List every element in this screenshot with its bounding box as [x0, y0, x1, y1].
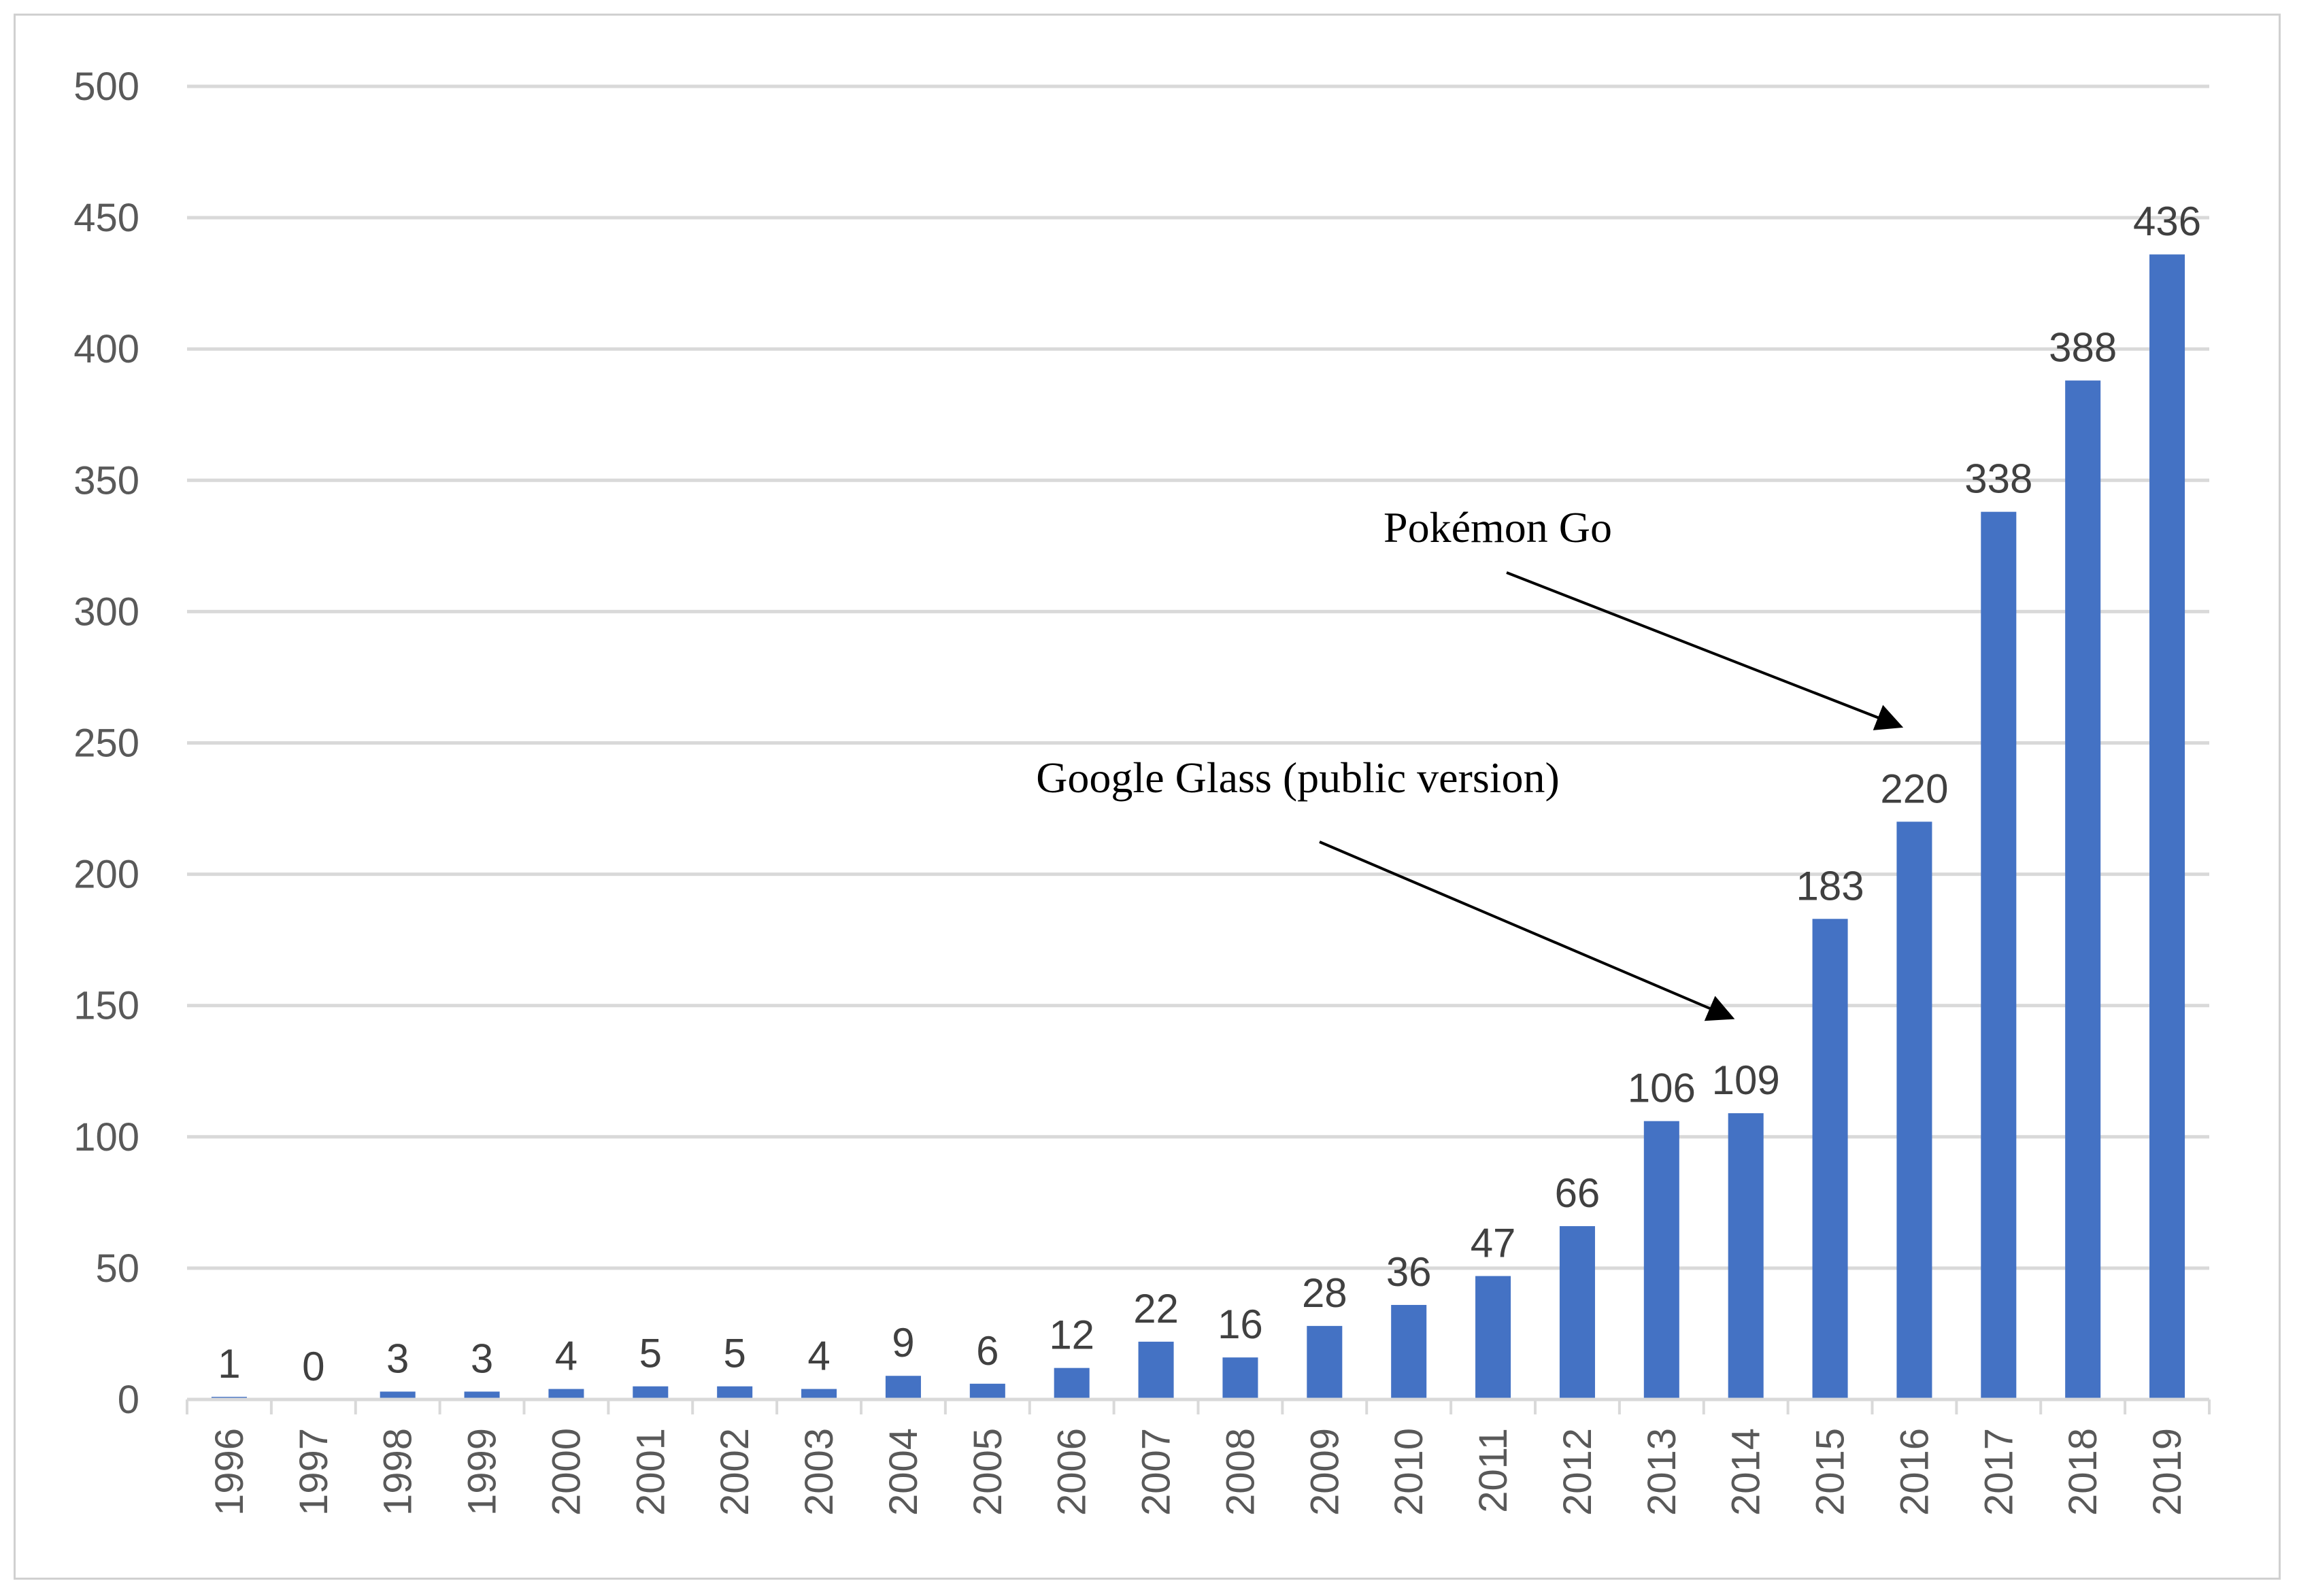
x-tick-label: 2016 [1892, 1428, 1936, 1516]
x-tick-label: 2019 [2145, 1428, 2190, 1516]
x-tick-label: 2017 [1977, 1428, 2021, 1516]
data-label: 9 [892, 1320, 914, 1365]
x-tick-label: 2009 [1303, 1428, 1347, 1516]
data-label: 388 [2049, 325, 2117, 371]
y-tick-label: 400 [73, 327, 139, 371]
bar [885, 1376, 921, 1399]
bar [1812, 919, 1848, 1399]
bar [1559, 1226, 1595, 1399]
x-tick-label: 2001 [628, 1428, 673, 1516]
bar [1981, 511, 2017, 1399]
x-tick-label: 2003 [797, 1428, 841, 1516]
bar [1307, 1325, 1343, 1399]
x-tick-label: 2006 [1050, 1428, 1094, 1516]
x-axis [186, 1397, 2211, 1414]
x-tick-label: 2000 [544, 1428, 588, 1516]
x-tick-label: 2008 [1218, 1428, 1262, 1516]
data-label: 22 [1133, 1286, 1179, 1331]
bar [1222, 1357, 1258, 1399]
x-tick-label: 2005 [966, 1428, 1010, 1516]
bar [464, 1391, 500, 1399]
y-tick-label: 200 [73, 853, 139, 897]
annotation-label: Google Glass (public version) [1036, 753, 1560, 802]
x-tick-label: 2011 [1471, 1428, 1515, 1513]
annotation-label: Pokémon Go [1384, 503, 1612, 551]
annotation-arrow [1319, 841, 1735, 1021]
data-label: 47 [1471, 1220, 1516, 1266]
x-tick-label: 2012 [1556, 1428, 1600, 1516]
bar [1054, 1368, 1090, 1399]
data-label: 436 [2133, 199, 2201, 244]
bar [2149, 254, 2185, 1400]
x-tick-label: 1996 [207, 1428, 252, 1516]
bar [1391, 1304, 1427, 1399]
data-label: 5 [639, 1331, 662, 1376]
y-axis-tick-labels: 0 50 100 150 200 250 300 350 400 450 500 [73, 65, 139, 1422]
data-label: 4 [807, 1334, 830, 1379]
bar [1643, 1121, 1679, 1399]
data-labels: 1 0 3 3 4 5 5 4 9 6 12 22 16 28 36 47 66 106 109 183 220 338 3… [218, 199, 2201, 1389]
data-label: 183 [1796, 863, 1864, 909]
data-label: 1 [218, 1341, 240, 1387]
bars [211, 254, 2185, 1400]
x-tick-label: 2004 [882, 1428, 926, 1516]
data-label: 106 [1628, 1066, 1696, 1111]
y-tick-label: 100 [73, 1115, 139, 1159]
data-label: 338 [1964, 456, 2032, 502]
x-tick-label: 1997 [292, 1428, 336, 1516]
bar [380, 1391, 416, 1399]
x-tick-label: 2018 [2061, 1428, 2105, 1516]
bar [2065, 380, 2101, 1400]
x-tick-label: 2002 [713, 1428, 757, 1516]
bar [1475, 1276, 1511, 1399]
data-label: 16 [1218, 1302, 1263, 1347]
data-label: 28 [1302, 1270, 1347, 1316]
y-tick-label: 250 [73, 721, 139, 766]
y-tick-label: 350 [73, 458, 139, 503]
y-tick-label: 50 [95, 1246, 139, 1291]
bar [548, 1389, 584, 1399]
y-tick-label: 450 [73, 196, 139, 240]
x-tick-label: 1998 [376, 1428, 420, 1516]
x-tick-label: 2015 [1809, 1428, 1853, 1516]
y-tick-label: 0 [118, 1378, 139, 1422]
data-label: 36 [1386, 1249, 1432, 1295]
y-tick-label: 150 [73, 984, 139, 1028]
data-label: 4 [555, 1334, 577, 1379]
bar [1896, 821, 1932, 1399]
x-tick-label: 2010 [1387, 1428, 1431, 1516]
data-label: 3 [471, 1336, 493, 1381]
bar [633, 1386, 669, 1399]
annotation-arrow [1506, 571, 1904, 730]
x-axis-tick-labels: 1996 1997 1998 1999 2000 2001 2002 2003 2004 2005… [207, 1428, 2190, 1516]
data-label: 3 [386, 1336, 409, 1381]
bar [717, 1386, 753, 1399]
bar [969, 1383, 1005, 1399]
x-tick-label: 2007 [1135, 1428, 1179, 1516]
gridlines [187, 84, 2209, 1270]
x-tick-label: 1999 [460, 1428, 505, 1516]
x-tick-label: 2014 [1724, 1428, 1768, 1516]
bar [1138, 1342, 1174, 1399]
data-label: 220 [1880, 766, 1948, 811]
data-label: 5 [724, 1331, 746, 1376]
data-label: 6 [976, 1328, 999, 1374]
y-tick-label: 500 [73, 65, 139, 109]
x-tick-label: 2013 [1640, 1428, 1684, 1516]
data-label: 66 [1555, 1170, 1600, 1216]
bar [1728, 1113, 1764, 1399]
y-tick-label: 300 [73, 590, 139, 634]
data-label: 0 [302, 1344, 324, 1389]
bar [801, 1389, 837, 1399]
data-label: 109 [1712, 1057, 1780, 1103]
data-label: 12 [1049, 1312, 1094, 1358]
annotations: Google Glass (public version) Pokémon Go [1036, 503, 1904, 1021]
